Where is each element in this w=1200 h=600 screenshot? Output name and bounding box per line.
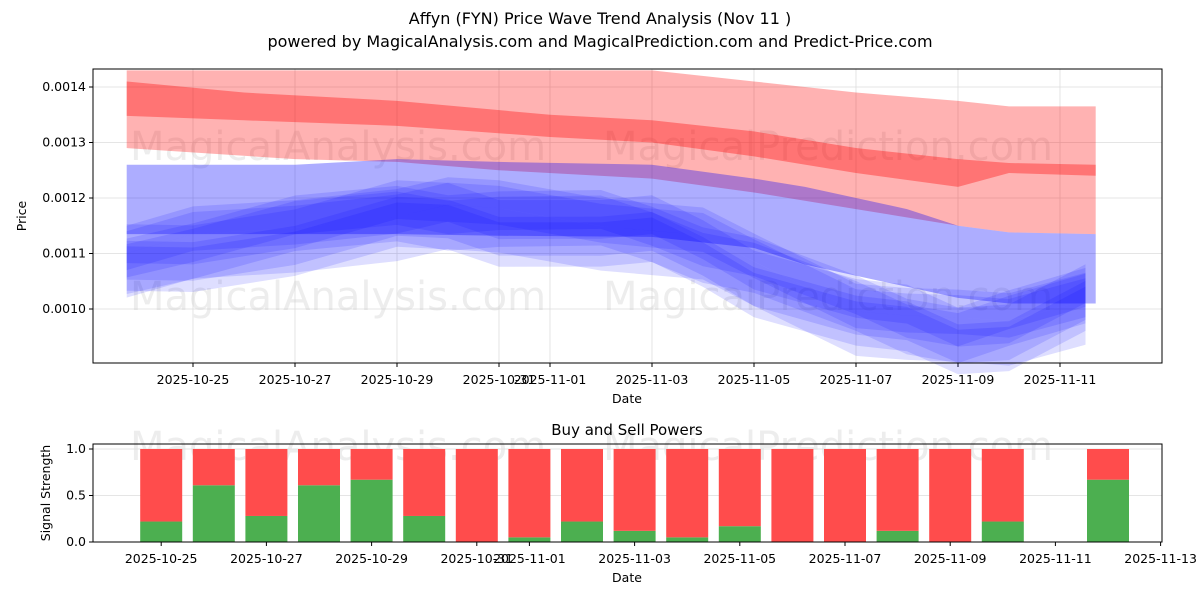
sell-bar [981,449,1024,522]
y-tick-label: 1.0 [66,441,86,456]
blue-wave-band [126,204,1086,366]
sell-bar [1087,449,1129,480]
sell-bar [771,449,814,542]
sell-bar [561,449,603,522]
blue-wave-band [126,185,1086,364]
blue-wave-band [126,180,1086,375]
x-tick-label: 2025-11-09 [922,372,995,387]
x-tick-label: 2025-11-11 [1024,372,1097,387]
buy-bar [350,479,393,542]
x-tick-label: 2025-10-31 [440,551,513,566]
blue-wave-band [126,196,1086,347]
sell-bar [403,449,446,516]
buy-bar [981,521,1024,542]
x-tick-label: 2025-11-03 [616,372,689,387]
sell-bar [718,449,761,527]
x-tick-label: 2025-11-05 [718,372,791,387]
buy-bar [298,485,340,542]
y-axis-label: Price [14,200,29,231]
x-tick-label: 2025-10-27 [259,372,332,387]
watermark: MagicalAnalysis.com [130,274,546,320]
x-tick-label: 2025-10-27 [230,551,303,566]
sell-bar [824,449,866,542]
y-tick-label: 0.0010 [42,301,86,316]
x-tick-label: 2025-10-25 [125,551,198,566]
x-tick-label: 2025-11-09 [914,551,987,566]
red-outer-band [126,70,1096,235]
watermark: MagicalPrediction.com [603,274,1053,320]
y-tick-label: 0.0013 [42,135,86,150]
chart-subtitle: powered by MagicalAnalysis.com and Magic… [267,32,933,51]
buy-bar [245,515,288,542]
buy-bar [613,530,656,542]
sell-bar [613,449,656,531]
buy-bar [1087,479,1129,542]
buy-bar [718,526,761,542]
blue-wave-band [126,202,1086,364]
y-tick-label: 0.0012 [42,190,86,205]
buy-bar [140,521,183,542]
buy-bar [508,537,551,542]
y-axis-label: Signal Strength [38,445,53,541]
x-tick-label: 2025-11-07 [820,372,893,387]
buy-bar [561,521,603,542]
x-tick-label: 2025-11-11 [1019,551,1092,566]
sell-bar [298,449,340,486]
watermark: MagicalPrediction.com [603,124,1053,170]
subchart-title: Buy and Sell Powers [551,421,703,439]
sell-bar [929,449,972,542]
plot-frame [92,68,1163,364]
x-tick-label: 2025-10-29 [361,372,434,387]
sell-bar [876,449,919,531]
chart-title: Affyn (FYN) Price Wave Trend Analysis (N… [408,9,792,28]
blue-wave-band [126,182,1086,322]
buy-bar [666,537,709,542]
y-tick-label: 0.5 [66,488,86,503]
blue-wave-band [126,177,1086,338]
y-tick-label: 0.0 [66,534,86,549]
subplot-frame [92,443,1163,543]
plot-area [93,69,1162,363]
buy-bar [876,530,919,542]
sell-bar [245,449,288,516]
y-tick-label: 0.0014 [42,79,86,94]
red-inner-band [126,81,1096,187]
x-tick-label: 2025-11-13 [1124,551,1197,566]
x-axis-label: Date [612,391,642,406]
watermark: MagicalAnalysis.com [130,124,546,170]
x-tick-label: 2025-11-07 [809,551,882,566]
sell-bar [192,449,235,486]
sell-bar [508,449,551,538]
x-tick-label: 2025-11-01 [493,551,566,566]
sell-bar [666,449,709,538]
blue-outer-band [126,159,1096,304]
buy-bar [192,485,235,542]
x-tick-label: 2025-11-05 [703,551,776,566]
sell-bar [455,449,498,542]
y-tick-label: 0.0011 [42,246,86,261]
x-tick-label: 2025-11-01 [514,372,587,387]
blue-wave-band [126,191,1086,347]
x-axis-label: Date [612,570,642,585]
x-tick-label: 2025-10-31 [463,372,536,387]
buy-bar [403,515,446,542]
x-tick-label: 2025-10-29 [335,551,408,566]
sell-bar [350,449,393,480]
sell-bar [140,449,183,522]
x-tick-label: 2025-10-25 [157,372,230,387]
x-tick-label: 2025-11-03 [598,551,671,566]
